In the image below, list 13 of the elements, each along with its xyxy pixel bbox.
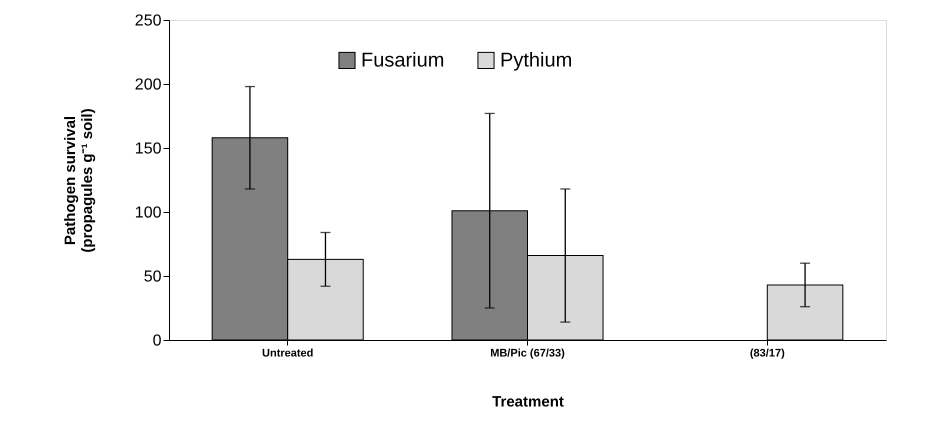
y-tick-label: 0 bbox=[152, 332, 162, 350]
y-tick-label: 50 bbox=[144, 268, 162, 286]
legend-label: Fusarium bbox=[361, 49, 444, 72]
x-tick-label: Untreated bbox=[262, 348, 314, 360]
y-tick-label: 100 bbox=[134, 204, 162, 222]
y-axis-title: Pathogen survival (propagules g⁻¹ soil) bbox=[62, 108, 96, 253]
y-tick-label: 250 bbox=[134, 12, 162, 30]
y-tick-label: 200 bbox=[134, 76, 162, 94]
x-tick-label: (83/17) bbox=[750, 348, 786, 360]
x-axis-title: Treatment bbox=[492, 394, 564, 410]
legend-label: Pythium bbox=[500, 49, 572, 72]
y-tick-label: 150 bbox=[134, 140, 162, 158]
x-tick-label: MB/Pic (67/33) bbox=[490, 348, 566, 360]
